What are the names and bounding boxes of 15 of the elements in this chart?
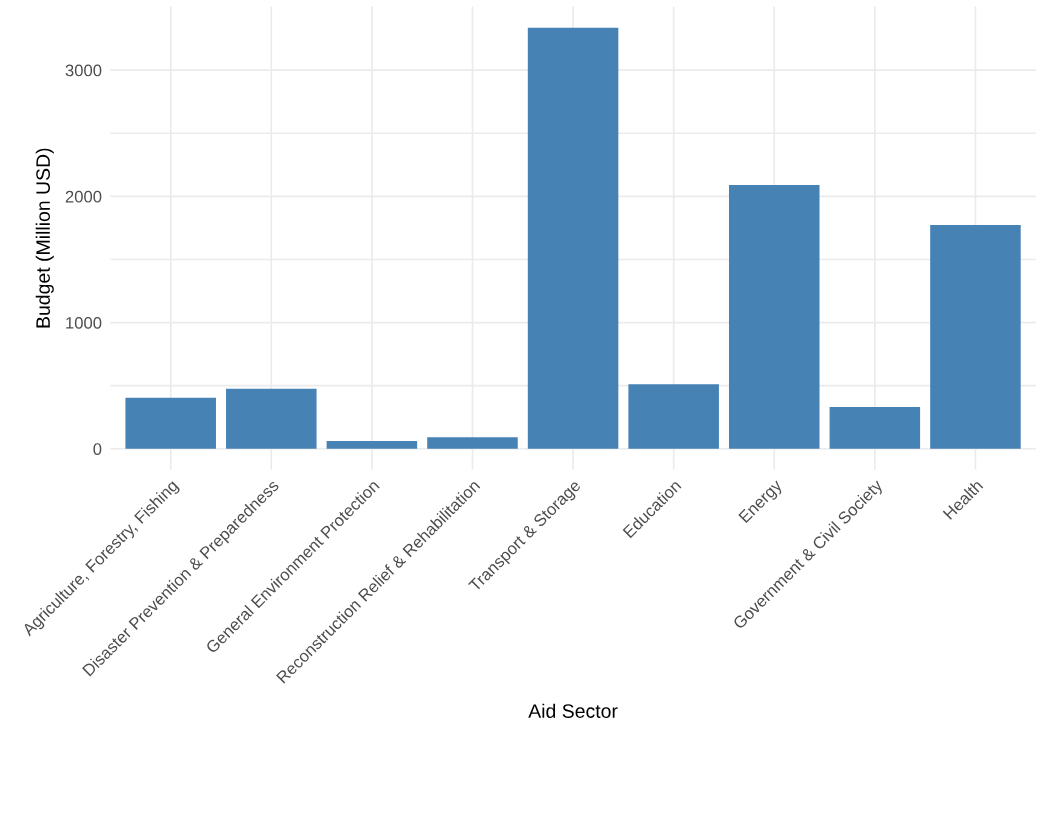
bar bbox=[326, 441, 418, 449]
bar bbox=[829, 406, 921, 449]
bar bbox=[125, 397, 216, 449]
bar bbox=[628, 384, 719, 449]
bar bbox=[930, 225, 1021, 449]
y-tick-label: 2000 bbox=[65, 190, 102, 203]
bar bbox=[427, 437, 518, 449]
y-axis-title: Budget (Million USD) bbox=[35, 148, 54, 328]
y-tick-label: 0 bbox=[93, 443, 102, 455]
bar bbox=[226, 388, 317, 449]
bar bbox=[728, 185, 820, 449]
y-tick-label: 1000 bbox=[66, 316, 102, 329]
bar bbox=[527, 27, 619, 449]
y-tick-label: 3000 bbox=[65, 64, 102, 77]
x-axis-title: Aid Sector bbox=[528, 703, 618, 718]
